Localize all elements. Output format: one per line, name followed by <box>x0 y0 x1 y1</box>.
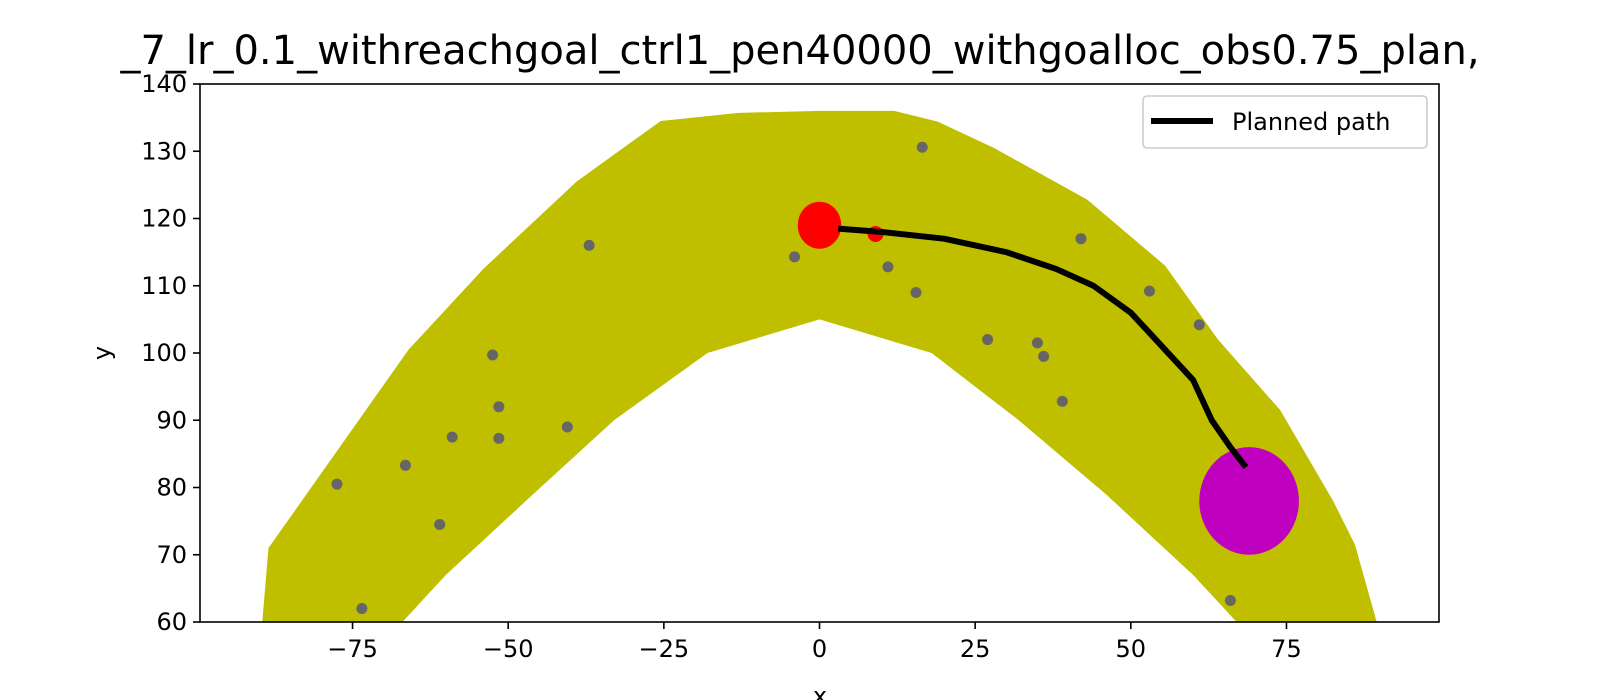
obstacle-point <box>789 251 801 263</box>
legend-box <box>1142 95 1428 149</box>
plot-area <box>262 110 1377 622</box>
y-axis: 60 70 80 90 100 110 120 130 140 <box>141 70 200 636</box>
x-axis-label: x <box>813 682 827 700</box>
legend: Planned path <box>1142 95 1428 149</box>
legend-label-planned-path: Planned path <box>1232 108 1390 136</box>
y-tick-label: 130 <box>141 137 187 165</box>
x-tick-label: −25 <box>639 635 690 663</box>
obstacle-point <box>487 349 499 361</box>
goal-region <box>1199 447 1299 555</box>
obstacle-point <box>1038 350 1050 362</box>
planned-path-line <box>837 225 1249 470</box>
y-tick-label: 120 <box>141 205 187 233</box>
corridor-region <box>262 110 1377 622</box>
obstacle-point <box>399 459 411 471</box>
obstacle-point <box>1193 319 1205 331</box>
obstacle-point <box>910 286 922 298</box>
obstacle-point <box>882 261 894 273</box>
obstacle-point <box>356 603 368 615</box>
y-tick-label: 60 <box>156 608 187 636</box>
y-tick-label: 110 <box>141 272 187 300</box>
x-tick-label: 0 <box>812 635 827 663</box>
obstacle-point <box>446 431 458 443</box>
obstacle-point <box>331 478 343 490</box>
obstacle-point <box>561 421 573 433</box>
x-tick-label: 75 <box>1271 635 1302 663</box>
obstacle-point <box>1056 395 1068 407</box>
x-tick-label: −50 <box>483 635 534 663</box>
obstacle-point <box>583 239 595 251</box>
start-marker <box>797 201 842 249</box>
obstacle-point <box>1031 337 1043 349</box>
y-tick-label: 140 <box>141 70 187 98</box>
obstacle-point <box>434 518 446 530</box>
obstacle-point <box>916 141 928 153</box>
x-tick-label: −75 <box>327 635 378 663</box>
x-tick-label: 50 <box>1116 635 1147 663</box>
obstacle-point <box>493 401 505 413</box>
obstacle-point <box>1224 594 1236 606</box>
obstacle-point <box>1143 285 1155 297</box>
obstacle-point <box>493 432 505 444</box>
obstacle-point <box>982 334 994 346</box>
obstacle-point <box>1075 233 1087 245</box>
x-axis: −75 −50 −25 0 25 50 75 <box>327 622 1302 663</box>
x-tick-label: 25 <box>960 635 991 663</box>
y-tick-label: 70 <box>156 541 187 569</box>
y-axis-label: y <box>88 346 116 360</box>
chart-title: _7_lr_0.1_withreachgoal_ctrl1_pen40000_w… <box>119 28 1479 74</box>
y-tick-label: 100 <box>141 339 187 367</box>
y-tick-label: 80 <box>156 474 187 502</box>
y-tick-label: 90 <box>156 406 187 434</box>
